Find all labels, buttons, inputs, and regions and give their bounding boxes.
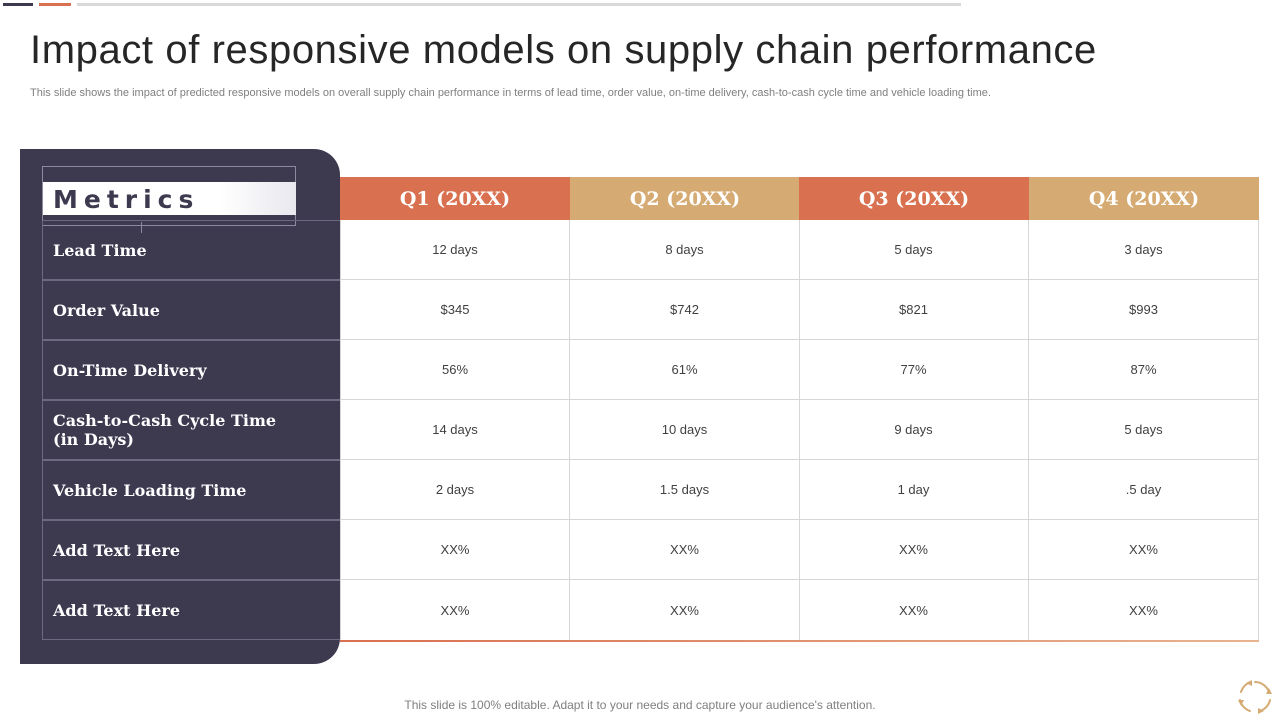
column-header-q1: Q1 (20XX) [340,177,570,220]
top-decoration-bars [0,3,1280,6]
table-cell: $345 [340,280,570,340]
table-cell: 77% [799,340,1029,400]
table-cell: XX% [340,580,570,640]
metric-label: Order Value [53,300,160,320]
metric-label: Vehicle Loading Time [53,480,247,500]
table-cell: 9 days [799,400,1029,460]
slide-title: Impact of responsive models on supply ch… [30,28,1097,72]
top-bar-orange [39,3,71,6]
column-header-q4: Q4 (20XX) [1029,177,1259,220]
column-header-q2: Q2 (20XX) [570,177,800,220]
table-cell: 56% [340,340,570,400]
metric-row-add-text-2: Add Text Here [42,580,340,640]
metric-row-lead-time: Lead Time [42,220,340,280]
metrics-tick [141,222,142,233]
table-cell: XX% [570,580,800,640]
table-cell: XX% [799,520,1029,580]
metrics-header: Metrics [43,182,296,215]
table-cell: XX% [340,520,570,580]
metric-row-cash-cycle: Cash-to-Cash Cycle Time (in Days) [42,400,340,460]
slide-subtitle: This slide shows the impact of predicted… [30,87,991,99]
column-header-q3: Q3 (20XX) [799,177,1029,220]
table-cell: 87% [1029,340,1259,400]
cycle-arrows-icon [1238,680,1272,714]
metric-label: Add Text Here [53,540,181,560]
table-cell: $821 [799,280,1029,340]
table-cell: .5 day [1029,460,1259,520]
table-cell: 2 days [340,460,570,520]
table-cell: 14 days [340,400,570,460]
metric-row-on-time-delivery: On-Time Delivery [42,340,340,400]
table-cell: 3 days [1029,220,1259,280]
metrics-panel [20,149,340,664]
values-grid: 12 days 8 days 5 days 3 days $345 $742 $… [340,220,1259,641]
metric-label: On-Time Delivery [53,360,207,380]
metrics-header-text: Metrics [53,185,200,214]
metric-label: Add Text Here [53,600,181,620]
metric-label: Lead Time [53,240,147,260]
slide-footer-note: This slide is 100% editable. Adapt it to… [404,698,876,712]
table-cell: 61% [570,340,800,400]
metric-row-add-text-1: Add Text Here [42,520,340,580]
table-cell: XX% [799,580,1029,640]
table-cell: 12 days [340,220,570,280]
table-cell: 1 day [799,460,1029,520]
metric-label: Cash-to-Cash Cycle Time (in Days) [53,411,277,449]
top-bar-gray [77,3,961,6]
top-bar-dark [3,3,33,6]
metric-row-vehicle-loading: Vehicle Loading Time [42,460,340,520]
table-cell: 10 days [570,400,800,460]
table-cell: $993 [1029,280,1259,340]
metric-row-order-value: Order Value [42,280,340,340]
table-cell: XX% [1029,580,1259,640]
table-cell: 5 days [1029,400,1259,460]
table-cell: XX% [570,520,800,580]
table-cell: $742 [570,280,800,340]
table-bottom-border [340,640,1259,642]
table-cell: 5 days [799,220,1029,280]
table-cell: XX% [1029,520,1259,580]
table-cell: 8 days [570,220,800,280]
table-cell: 1.5 days [570,460,800,520]
